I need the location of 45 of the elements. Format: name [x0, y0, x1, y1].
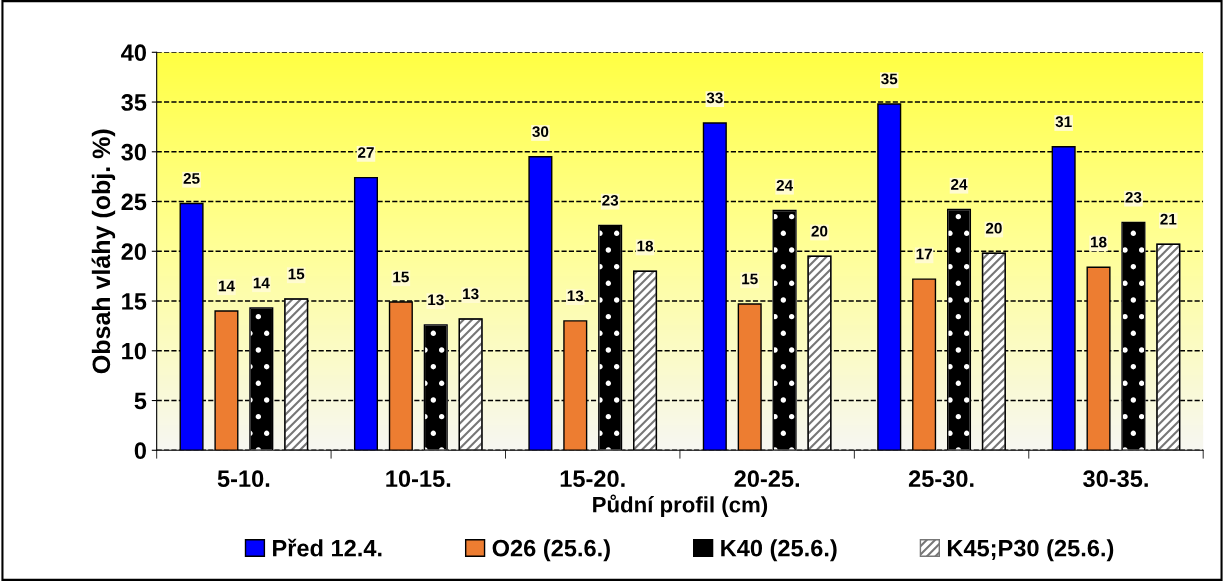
y-tick-label: 15 [122, 293, 147, 310]
data-label: 24 [776, 179, 793, 191]
data-label: 23 [1125, 191, 1142, 203]
x-tick-label: 30-35. [1083, 470, 1148, 488]
y-tick-label: 40 [121, 44, 146, 62]
x-tick-label: 15-20. [560, 470, 625, 488]
y-tick-label: 5 [134, 392, 147, 410]
x-tick-label: 5-10. [217, 470, 270, 488]
data-label: 23 [602, 194, 619, 206]
x-tick-label: 20-25. [734, 470, 799, 488]
y-tick-label: 35 [121, 94, 147, 111]
data-label: 31 [1055, 116, 1072, 128]
data-label: 18 [637, 240, 654, 252]
data-label: 13 [428, 294, 444, 306]
legend-label: K45;P30 (25.6.) [947, 539, 1114, 562]
data-label: 27 [358, 147, 374, 158]
data-label: 13 [463, 288, 479, 300]
y-tick-label: 10 [122, 342, 146, 360]
legend-label: Před 12.4. [273, 538, 382, 557]
data-label: 33 [706, 92, 723, 104]
data-label: 15 [393, 271, 409, 283]
legend-label: O26 (25.6.) [492, 539, 610, 562]
data-label: 30 [532, 126, 549, 138]
data-label: 13 [567, 290, 584, 302]
y-tick-label: 25 [121, 193, 147, 211]
y-tick-label: 0 [134, 442, 146, 460]
data-label: 20 [811, 225, 828, 237]
x-tick-label: 25-30. [908, 470, 974, 488]
data-label: 35 [881, 73, 898, 85]
y-tick-label: 20 [121, 243, 146, 261]
data-label: 14 [218, 280, 235, 292]
data-label: 25 [183, 173, 200, 184]
y-tick-label: 30 [121, 143, 146, 161]
data-label: 21 [1160, 213, 1177, 225]
data-label: 15 [742, 273, 758, 285]
data-label: 18 [1091, 236, 1107, 248]
data-label: 24 [951, 178, 968, 190]
data-label: 15 [288, 268, 305, 280]
x-axis-title: Půdní profil (cm) [593, 494, 768, 517]
data-label: 17 [916, 248, 932, 260]
y-axis-title: Obsah vláhy (obj. %) [91, 129, 116, 374]
data-label: 14 [253, 277, 270, 289]
legend-label: K40 (25.6.) [721, 539, 837, 562]
data-label: 20 [985, 222, 1002, 234]
x-tick-label: 10-15. [386, 470, 451, 488]
